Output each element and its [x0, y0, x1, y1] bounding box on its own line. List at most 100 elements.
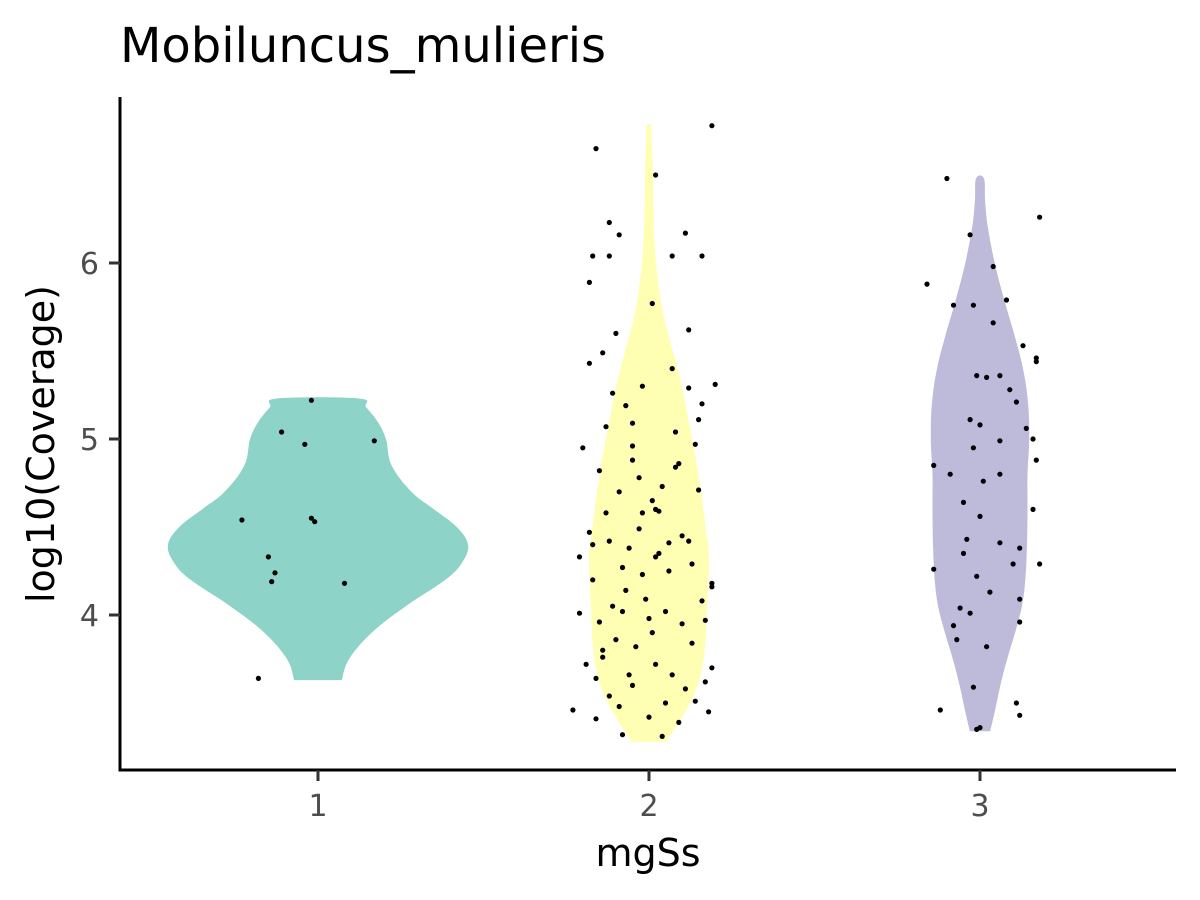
data-point	[1023, 425, 1029, 431]
data-point	[1017, 712, 1023, 718]
data-point	[1017, 596, 1023, 602]
data-point	[586, 279, 593, 285]
violin-1	[167, 397, 469, 681]
data-point	[970, 445, 977, 451]
data-point	[593, 716, 599, 722]
violins	[167, 123, 1030, 742]
data-point	[709, 665, 715, 671]
data-point	[1020, 343, 1026, 349]
data-point	[699, 598, 705, 604]
data-point	[606, 538, 612, 544]
data-point	[265, 554, 271, 560]
data-point	[586, 529, 593, 535]
data-point	[706, 709, 712, 715]
data-point	[712, 381, 718, 387]
data-point	[957, 605, 963, 611]
x-tick-label: 1	[308, 789, 327, 824]
data-point	[629, 443, 636, 449]
data-point	[676, 461, 682, 467]
violin-3	[930, 175, 1030, 732]
x-tick-label: 3	[970, 789, 989, 824]
data-point	[967, 610, 973, 616]
data-point	[603, 510, 609, 516]
data-point	[931, 462, 937, 468]
data-point	[586, 360, 593, 366]
data-point	[970, 684, 977, 690]
data-point	[308, 515, 314, 521]
y-tick-label: 6	[80, 247, 99, 282]
data-point	[987, 589, 993, 595]
data-point	[997, 471, 1003, 477]
data-point	[603, 424, 609, 430]
data-point	[669, 672, 675, 678]
data-point	[1033, 355, 1039, 361]
data-point	[619, 564, 626, 571]
data-point	[984, 374, 990, 380]
data-point	[1033, 359, 1039, 365]
data-point	[629, 457, 636, 463]
data-point	[937, 707, 943, 713]
data-point	[1037, 561, 1043, 567]
data-point	[656, 550, 662, 557]
data-point	[974, 373, 980, 379]
data-point	[702, 679, 708, 685]
data-point	[636, 475, 642, 481]
data-point	[977, 422, 983, 428]
data-point	[931, 566, 937, 572]
data-point	[646, 714, 652, 720]
data-point	[576, 610, 583, 616]
data-point	[947, 471, 953, 477]
x-axis-label: mgSs	[595, 831, 700, 875]
data-point	[610, 603, 616, 609]
data-point	[646, 615, 652, 622]
data-point	[633, 644, 639, 650]
data-point	[686, 385, 692, 391]
data-point	[653, 661, 659, 667]
data-point	[997, 373, 1003, 379]
data-point	[576, 554, 583, 560]
data-point	[954, 637, 960, 643]
data-point	[649, 630, 655, 636]
data-point	[1010, 561, 1016, 567]
data-point	[692, 698, 698, 704]
data-point	[1030, 506, 1036, 512]
data-point	[662, 608, 669, 615]
data-point	[610, 390, 616, 396]
data-point	[312, 519, 318, 525]
data-point	[659, 733, 665, 740]
data-point	[984, 644, 990, 650]
data-point	[302, 441, 308, 447]
data-point	[924, 281, 930, 287]
data-point	[702, 617, 708, 623]
data-point	[606, 219, 612, 226]
data-point	[616, 489, 622, 495]
x-tick-label: 2	[639, 789, 658, 824]
data-point	[272, 570, 278, 576]
data-point	[619, 608, 626, 615]
data-point	[623, 403, 629, 409]
data-point	[600, 350, 606, 356]
data-point	[613, 637, 619, 643]
data-point	[583, 661, 589, 667]
data-point	[669, 366, 675, 372]
data-point	[629, 420, 636, 426]
data-point	[606, 253, 612, 259]
data-point	[679, 533, 685, 539]
data-point	[709, 123, 715, 129]
data-point	[600, 654, 606, 660]
data-point	[1037, 214, 1043, 220]
data-point	[666, 540, 672, 546]
data-point	[606, 693, 612, 699]
data-point	[653, 172, 659, 178]
data-point	[967, 232, 973, 238]
data-point	[279, 429, 285, 435]
y-axis-label: log10(Coverage)	[19, 285, 63, 603]
data-point	[593, 146, 599, 152]
data-point	[990, 263, 996, 270]
data-point	[997, 540, 1003, 546]
data-point	[570, 707, 576, 713]
data-point	[600, 647, 606, 653]
data-point	[960, 550, 967, 557]
data-point	[653, 554, 659, 560]
